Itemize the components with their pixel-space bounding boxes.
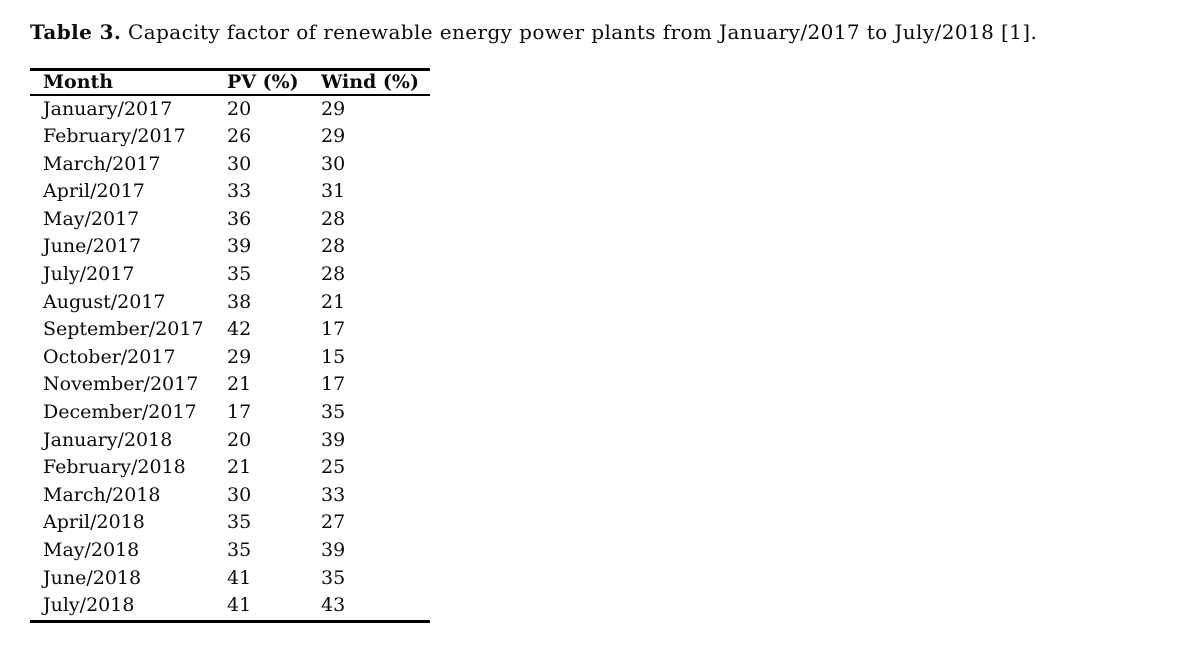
cell-wind: 39 [321,428,346,451]
cell-pv: 39 [227,235,252,258]
cell-pv: 35 [227,263,252,286]
column-header-month: Month [43,71,114,94]
cell-pv: 33 [227,180,252,203]
cell-month: December/2017 [43,401,197,424]
cell-pv: 17 [227,401,252,424]
table-row: July/2017 35 28 [30,261,430,289]
cell-pv: 26 [227,125,252,148]
cell-wind: 35 [321,566,346,589]
table-row: February/2017 26 29 [30,123,430,151]
table-row: February/2018 21 25 [30,454,430,482]
cell-month: May/2018 [43,539,140,561]
cell-month: June/2017 [43,235,142,258]
cell-wind: 28 [321,207,346,230]
cell-wind: 29 [321,97,346,120]
table-row: April/2018 35 27 [30,509,430,537]
cell-month: January/2017 [43,97,173,120]
cell-wind: 17 [321,373,346,396]
cell-month: March/2017 [43,152,161,175]
cell-month: May/2017 [43,207,140,230]
cell-month: October/2017 [43,345,176,368]
table-body: January/2017 20 29 February/2017 26 29 March/2… [30,95,430,622]
cell-wind: 33 [321,483,346,506]
cell-pv: 35 [227,511,252,534]
table-row: October/2017 29 15 [30,344,430,372]
table-row: January/2018 20 39 [30,427,430,455]
cell-month: February/2018 [43,456,186,479]
table-row: July/2018 41 43 [30,592,430,621]
table-row: June/2017 39 28 [30,233,430,261]
cell-month: January/2018 [43,428,173,451]
table-header-row: Month PV (%) Wind (%) [30,70,430,95]
cell-pv: 41 [227,594,252,617]
cell-month: July/2018 [43,594,135,617]
caption-label: Table 3. [30,20,122,44]
cell-pv: 42 [227,318,252,341]
table-row: April/2017 33 31 [30,178,430,206]
table-row: August/2017 38 21 [30,289,430,317]
cell-wind: 28 [321,235,346,258]
table-row: September/2017 42 17 [30,316,430,344]
cell-pv: 21 [227,373,252,396]
cell-month: July/2017 [43,263,135,286]
cell-wind: 35 [321,401,346,424]
cell-pv: 41 [227,566,252,589]
cell-pv: 29 [227,345,252,368]
cell-wind: 31 [321,180,346,203]
cell-month: November/2017 [43,373,199,396]
table-header: Month PV (%) Wind (%) [30,70,430,95]
cell-month: June/2018 [43,566,142,589]
cell-month: April/2018 [43,511,145,534]
cell-wind: 30 [321,152,346,175]
cell-wind: 25 [321,456,346,479]
table-caption: Table 3. Capacity factor of renewable en… [30,20,1180,44]
cell-wind: 27 [321,511,346,534]
table-row: May/2017 36 28 [30,206,430,234]
cell-wind: 15 [321,345,346,368]
cell-pv: 20 [227,428,252,451]
cell-wind: 21 [321,290,346,313]
cell-wind: 17 [321,318,346,341]
table-row: March/2017 30 30 [30,151,430,179]
cell-wind: 43 [321,594,346,617]
table-row: June/2018 41 35 [30,565,430,593]
table-row: December/2017 17 35 [30,399,430,427]
cell-wind: 39 [321,539,346,561]
cell-wind: 28 [321,263,346,286]
cell-pv: 30 [227,483,252,506]
cell-month: August/2017 [43,290,166,313]
table-row: January/2017 20 29 [30,95,430,124]
capacity-factor-table: Month PV (%) Wind (%) January/2017 20 29 Fe… [30,68,430,623]
cell-pv: 30 [227,152,252,175]
cell-pv: 35 [227,539,252,561]
cell-pv: 20 [227,97,252,120]
column-header-pv: PV (%) [227,71,299,94]
cell-month: April/2017 [43,180,145,203]
cell-wind: 29 [321,125,346,148]
cell-month: February/2017 [43,125,186,148]
table-row: March/2018 30 33 [30,482,430,510]
caption-text: Capacity factor of renewable energy powe… [128,20,1038,44]
table-row: November/2017 21 17 [30,371,430,399]
column-header-wind: Wind (%) [321,71,419,94]
table-row: May/2018 35 39 [30,537,430,565]
cell-pv: 21 [227,456,252,479]
cell-month: September/2017 [43,318,204,341]
cell-pv: 38 [227,290,252,313]
cell-month: March/2018 [43,483,161,506]
cell-pv: 36 [227,207,252,230]
